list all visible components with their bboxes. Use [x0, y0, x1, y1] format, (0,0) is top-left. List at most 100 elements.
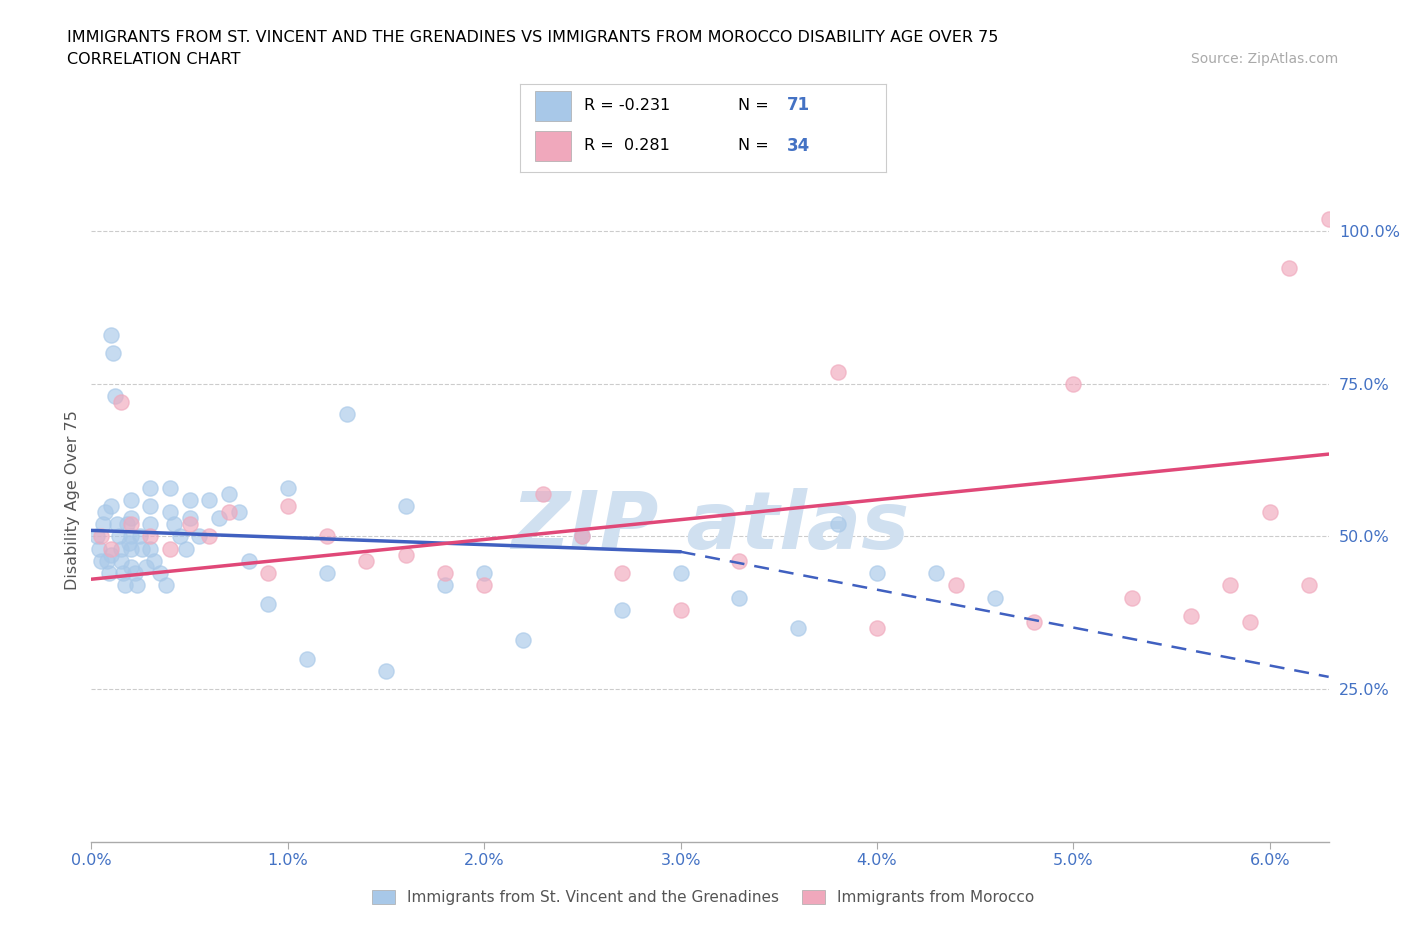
Point	[169, 529, 191, 544]
Point	[277, 498, 299, 513]
Point	[1317, 212, 1340, 227]
Point	[159, 505, 181, 520]
Point	[610, 603, 633, 618]
Point	[1258, 505, 1281, 520]
Point	[571, 529, 593, 544]
Point	[100, 327, 122, 342]
Point	[120, 560, 142, 575]
Text: 34: 34	[787, 137, 810, 155]
Point	[139, 517, 162, 532]
Point	[433, 578, 456, 592]
Point	[1121, 591, 1143, 605]
Point	[139, 498, 162, 513]
Point	[336, 407, 359, 422]
Point	[101, 346, 124, 361]
Point	[159, 541, 181, 556]
Point	[208, 511, 231, 525]
Point	[394, 498, 416, 513]
Text: N =: N =	[738, 139, 773, 153]
Point	[728, 591, 751, 605]
Point	[115, 517, 138, 532]
Point	[90, 553, 112, 568]
Point	[297, 651, 319, 666]
Point	[925, 565, 948, 580]
Text: N =: N =	[738, 98, 773, 113]
Point	[104, 389, 127, 404]
Point	[669, 603, 692, 618]
Point	[1239, 615, 1261, 630]
Point	[1278, 260, 1301, 275]
Point	[105, 517, 128, 532]
Point	[110, 541, 132, 556]
Legend: Immigrants from St. Vincent and the Grenadines, Immigrants from Morocco: Immigrants from St. Vincent and the Gren…	[366, 884, 1040, 911]
Point	[472, 578, 495, 592]
Point	[257, 565, 280, 580]
Point	[125, 578, 148, 592]
Point	[827, 365, 849, 379]
Point	[787, 620, 810, 635]
Point	[131, 541, 153, 556]
Point	[866, 620, 889, 635]
Point	[827, 517, 849, 532]
Point	[110, 553, 132, 568]
Point	[86, 529, 108, 544]
Point	[90, 529, 112, 544]
Point	[118, 535, 141, 550]
Text: CORRELATION CHART: CORRELATION CHART	[67, 52, 240, 67]
Point	[728, 553, 751, 568]
Point	[571, 529, 593, 544]
Point	[110, 395, 132, 410]
Point	[866, 565, 889, 580]
Point	[188, 529, 211, 544]
Point	[669, 565, 692, 580]
Bar	[534, 131, 571, 162]
Point	[610, 565, 633, 580]
Point	[218, 486, 240, 501]
Point	[472, 565, 495, 580]
Point	[98, 565, 121, 580]
Point	[149, 565, 172, 580]
Text: 71: 71	[787, 97, 810, 114]
Point	[129, 529, 152, 544]
Point	[1180, 608, 1202, 623]
Point	[174, 541, 197, 556]
Point	[139, 541, 162, 556]
Text: ZIP atlas: ZIP atlas	[510, 488, 910, 566]
Point	[218, 505, 240, 520]
Text: R = -0.231: R = -0.231	[585, 98, 671, 113]
Point	[124, 565, 146, 580]
Point	[135, 560, 157, 575]
Point	[94, 505, 117, 520]
Point	[1022, 615, 1045, 630]
Text: Source: ZipAtlas.com: Source: ZipAtlas.com	[1191, 52, 1339, 66]
Point	[1298, 578, 1320, 592]
Point	[1219, 578, 1241, 592]
Point	[100, 541, 122, 556]
Point	[155, 578, 177, 592]
Point	[316, 529, 339, 544]
Text: IMMIGRANTS FROM ST. VINCENT AND THE GRENADINES VS IMMIGRANTS FROM MOROCCO DISABI: IMMIGRANTS FROM ST. VINCENT AND THE GREN…	[67, 30, 998, 45]
Point	[984, 591, 1007, 605]
Point	[945, 578, 967, 592]
Point	[100, 498, 122, 513]
Point	[139, 529, 162, 544]
Point	[143, 553, 166, 568]
Point	[111, 565, 134, 580]
Point	[91, 517, 114, 532]
Point	[238, 553, 260, 568]
Point	[108, 529, 131, 544]
Y-axis label: Disability Age Over 75: Disability Age Over 75	[65, 410, 80, 590]
Point	[356, 553, 378, 568]
Point	[120, 541, 142, 556]
Text: R =  0.281: R = 0.281	[585, 139, 671, 153]
Point	[179, 493, 201, 508]
Point	[120, 529, 142, 544]
Point	[375, 663, 398, 678]
Point	[179, 517, 201, 532]
Point	[163, 517, 186, 532]
Point	[257, 596, 280, 611]
Point	[114, 578, 136, 592]
Point	[159, 480, 181, 495]
Point	[120, 517, 142, 532]
Point	[179, 511, 201, 525]
